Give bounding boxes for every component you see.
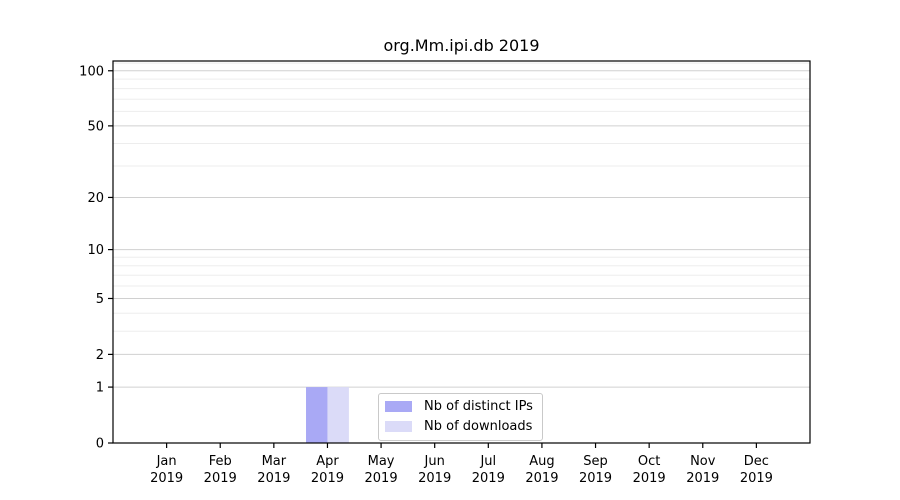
y-tick-label: 10 <box>87 243 104 258</box>
x-tick-label-month: Oct <box>638 454 660 469</box>
chart-title: org.Mm.ipi.db 2019 <box>383 36 540 55</box>
x-tick-label-month: Nov <box>690 454 716 469</box>
legend-label-downloads: Nb of downloads <box>424 419 533 434</box>
legend-item-distinct-ips: Nb of distinct IPs <box>385 399 533 414</box>
x-tick-label-month: Dec <box>744 454 769 469</box>
x-tick-label-year: 2019 <box>633 471 666 486</box>
x-tick-label-month: Jul <box>479 454 496 469</box>
x-tick-label-year: 2019 <box>472 471 505 486</box>
x-tick-label-year: 2019 <box>257 471 290 486</box>
axes-box <box>112 60 811 444</box>
bar-distinct-ips <box>306 387 328 443</box>
x-tick-label-month: Feb <box>209 454 232 469</box>
x-tick-label-year: 2019 <box>525 471 558 486</box>
y-tick-label: 5 <box>96 292 104 307</box>
x-tick-label-year: 2019 <box>418 471 451 486</box>
x-tick-label-month: Jun <box>424 454 445 469</box>
x-tick-label-month: Sep <box>583 454 608 469</box>
x-tick-label-year: 2019 <box>579 471 612 486</box>
x-tick-label-month: Jan <box>156 454 177 469</box>
x-tick-label-year: 2019 <box>311 471 344 486</box>
legend-label-distinct-ips: Nb of distinct IPs <box>424 399 533 414</box>
legend-swatch-distinct-ips-icon <box>385 401 412 412</box>
legend-swatch-downloads-icon <box>385 421 412 432</box>
x-tick-label-month: Apr <box>316 454 339 469</box>
x-tick-label-year: 2019 <box>686 471 719 486</box>
x-tick-label-year: 2019 <box>740 471 773 486</box>
y-tick-label: 0 <box>96 437 104 452</box>
legend-box: Nb of distinct IPs Nb of downloads <box>378 393 543 441</box>
x-tick-label-month: May <box>368 454 395 469</box>
x-tick-label-month: Aug <box>529 454 554 469</box>
x-tick-label-month: Mar <box>262 454 287 469</box>
y-tick-label: 2 <box>96 348 104 363</box>
y-tick-label: 50 <box>87 119 104 134</box>
x-tick-label-year: 2019 <box>204 471 237 486</box>
legend-item-downloads: Nb of downloads <box>385 419 533 434</box>
x-tick-label-year: 2019 <box>150 471 183 486</box>
y-tick-label: 100 <box>79 64 104 79</box>
y-tick-label: 1 <box>96 381 104 396</box>
y-tick-label: 20 <box>87 191 104 206</box>
x-tick-label-year: 2019 <box>365 471 398 486</box>
bar-downloads <box>327 387 349 443</box>
